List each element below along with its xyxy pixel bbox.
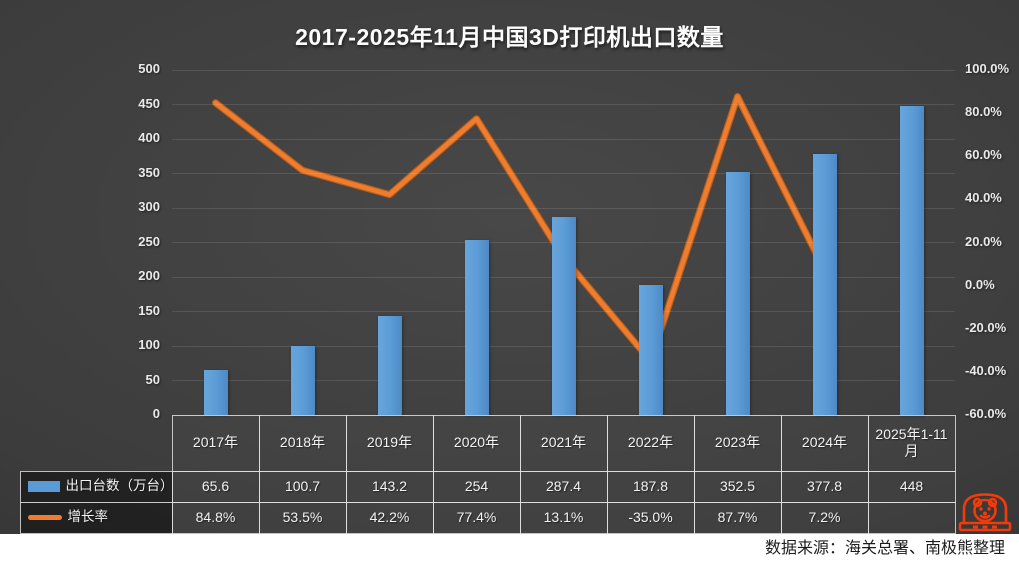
value-cell: 254 [432, 470, 521, 503]
gridline [172, 69, 955, 71]
value-cell: 100.7 [258, 470, 347, 503]
left-axis-tick: 250 [138, 233, 160, 249]
gridline [172, 138, 955, 140]
table-header-cell: 2017年 [171, 414, 260, 472]
value-cell: 377.8 [780, 470, 869, 503]
gridline [172, 104, 955, 105]
table-header-cell: 2021年 [519, 414, 608, 472]
bar-2018年 [290, 345, 315, 415]
value-cell: 13.1% [519, 501, 608, 534]
right-axis-tick: 20.0% [965, 233, 1002, 249]
right-axis-tick: -20.0% [965, 319, 1007, 335]
value-cell: 65.6 [171, 470, 260, 503]
table-header-cell: 2025年1-11月 [867, 414, 956, 472]
value-cell: 53.5% [258, 501, 347, 534]
line-swatch-icon [27, 515, 62, 520]
right-axis-tick: -40.0% [965, 362, 1007, 378]
bar-swatch-icon [27, 481, 60, 492]
left-axis-tick: 100 [138, 337, 160, 352]
bar-2019年 [377, 316, 402, 415]
table-header-cell: 2024年 [780, 414, 869, 472]
legend-cell-growth-rate: 增长率 [19, 501, 173, 534]
gridline [172, 173, 955, 174]
left-axis-tick: 400 [138, 130, 160, 145]
right-axis-tick: 0.0% [965, 276, 995, 292]
growth-rate-line-path [213, 94, 827, 364]
left-axis-tick: 450 [138, 95, 160, 111]
value-cell [867, 501, 956, 534]
chart-title: 2017-2025年11月中国3D打印机出口数量 [295, 24, 724, 50]
left-axis-tick: 50 [145, 371, 160, 387]
plot-area [172, 69, 955, 416]
data-table: 2017年 2018年 2019年 2020年 2021年 2022年 2023年 2024年… [19, 414, 956, 534]
legend-label: 增长率 [67, 509, 109, 525]
bar-2020年 [464, 239, 489, 415]
value-cell: 87.7% [693, 501, 782, 534]
right-axis-tick: -60.0% [965, 406, 1007, 421]
table-header-cell: 2018年 [258, 414, 347, 472]
source-strip: 数据来源：海关总署、南极熊整理 [0, 534, 1019, 564]
legend-label: 出口台数（万台） [65, 478, 174, 494]
value-cell: 84.8% [171, 501, 260, 534]
value-cell: 448 [867, 470, 956, 503]
right-axis-tick: 100.0% [965, 61, 1010, 76]
value-cell: 143.2 [345, 470, 434, 503]
right-axis-tick: 80.0% [965, 104, 1002, 120]
bar-2021年 [551, 216, 576, 415]
source-text: 数据来源：海关总署、南极熊整理 [764, 540, 1005, 557]
table-header-cell: 2019年 [345, 414, 434, 472]
value-cell: 352.5 [693, 470, 782, 503]
left-axis-tick: 300 [138, 199, 160, 214]
table-corner-cell [20, 415, 173, 472]
table-header-cell: 2020年 [432, 414, 521, 472]
value-cell: -35.0% [606, 501, 695, 534]
value-cell: 7.2% [780, 501, 869, 534]
value-cell: 187.8 [606, 470, 695, 503]
value-cell: 77.4% [432, 501, 521, 534]
gridline [172, 207, 955, 209]
right-axis-tick: 40.0% [965, 190, 1002, 206]
chart-background [0, 0, 1019, 534]
left-axis-tick: 200 [138, 268, 160, 283]
left-axis-tick: 150 [138, 302, 160, 318]
growth-rate-line [212, 93, 828, 365]
right-axis-tick: 60.0% [965, 147, 1002, 163]
left-axis-tick: 500 [138, 61, 160, 76]
bar-2017年 [203, 369, 228, 415]
bar-2022年 [638, 285, 663, 415]
bar-2023年 [725, 171, 750, 415]
table-header-cell: 2022年 [606, 414, 695, 472]
bar-2024年 [812, 154, 837, 415]
legend-cell-export-units: 出口台数（万台） [19, 470, 174, 503]
value-cell: 42.2% [345, 501, 434, 534]
left-axis-tick: 350 [138, 164, 160, 180]
left-axis-tick: 0 [152, 406, 160, 421]
bar-2025年1-11月 [899, 105, 924, 415]
nanjixiong-bear-logo-icon [958, 493, 1012, 532]
value-cell: 287.4 [519, 470, 608, 503]
table-header-cell: 2023年 [693, 414, 782, 472]
